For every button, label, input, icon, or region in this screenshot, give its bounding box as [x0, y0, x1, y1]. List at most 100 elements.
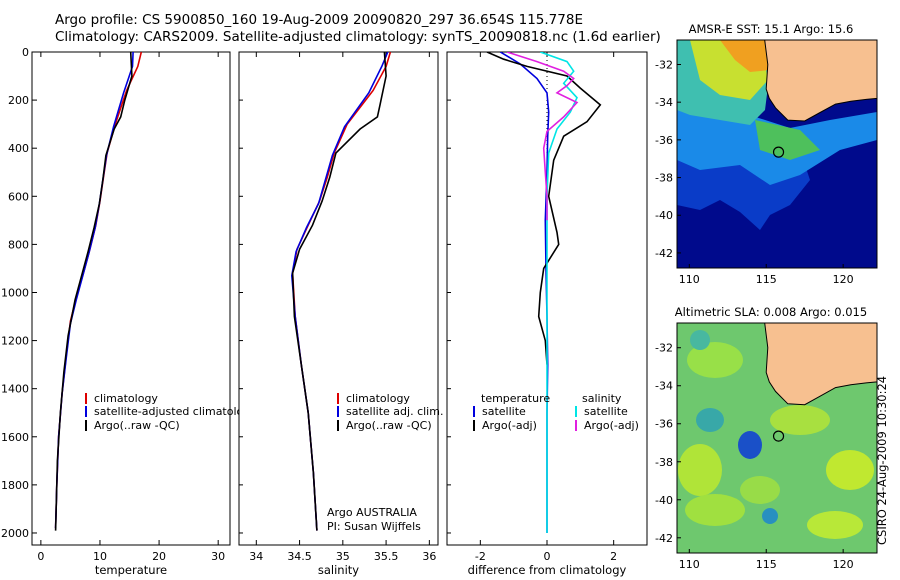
legend-heading-salinity: salinity [582, 392, 622, 405]
hot-water [720, 40, 770, 72]
series-group [290, 52, 392, 531]
series-line-3 [540, 52, 578, 533]
legend-climatology: climatology [346, 392, 410, 405]
x-tick-label: 10 [93, 550, 107, 563]
map-title: Altimetric SLA: 0.008 Argo: 0.015 [675, 305, 867, 319]
series-line-2 [486, 52, 602, 365]
series-group [54, 52, 143, 531]
sla-anomaly-2 [770, 405, 830, 435]
map-y-tick-label: -40 [655, 209, 673, 222]
map-y-tick-label: -38 [655, 456, 673, 469]
map-field [677, 323, 877, 553]
sla-anomaly-6 [685, 494, 745, 526]
y-tick-label: 1400 [1, 383, 29, 396]
sla-anomaly-9 [696, 408, 724, 432]
sst-map-panel: AMSR-E SST: 15.1 Argo: 15.6 110 115 120 -32 -… [655, 22, 878, 286]
sla-anomaly-1 [687, 342, 743, 378]
x-tick-label: 34 [249, 550, 263, 563]
x-tick-label: -2 [475, 550, 486, 563]
x-axis-label: difference from climatology [468, 563, 627, 577]
map-x-tick-label: 110 [679, 273, 700, 286]
legend-heading-temperature: temperature [481, 392, 550, 405]
map-field [677, 40, 877, 268]
legend-sal-argo: Argo(-adj) [584, 419, 639, 432]
map-title: AMSR-E SST: 15.1 Argo: 15.6 [689, 22, 854, 36]
profile-title: Argo profile: CS 5900850_160 19-Aug-2009… [55, 12, 583, 28]
landmass [764, 40, 877, 122]
argo-float-marker [772, 430, 785, 442]
legend-satellite-adjusted: satellite-adjusted climatology [94, 405, 257, 418]
climatology-title: Climatology: CARS2009. Satellite-adjuste… [55, 29, 661, 45]
landmass [764, 323, 877, 406]
legend-climatology: climatology [94, 392, 158, 405]
legend-temp-satellite: satellite [482, 405, 526, 418]
series-line-4 [506, 52, 579, 221]
map-y-tick-label: -34 [655, 96, 673, 109]
x-tick-label: 30 [211, 550, 225, 563]
timestamp-label: CSIRO 24-Aug-2009 10:30:24 [875, 375, 889, 545]
y-tick-label: 0 [22, 46, 29, 59]
sla-anomaly-5 [826, 450, 874, 490]
argo-float-marker [772, 146, 785, 158]
annotation-argo-australia: Argo AUSTRALIA [327, 506, 417, 519]
x-tick-label: 20 [152, 550, 166, 563]
legend-argo: Argo(..raw -QC) [346, 419, 432, 432]
x-axis-label: salinity [318, 563, 359, 577]
series-group [486, 52, 602, 533]
map-y-tick-label: -36 [655, 418, 673, 431]
annotation-pi: PI: Susan Wijffels [327, 520, 421, 533]
legend-temp-argo: Argo(-adj) [482, 419, 537, 432]
y-tick-label: 2000 [1, 527, 29, 540]
legend-satellite-adj: satellite adj. clim. [346, 405, 443, 418]
sla-anomaly-7 [807, 511, 863, 539]
map-x-tick-label: 110 [679, 558, 700, 571]
sla-anomaly-4 [740, 476, 780, 504]
series-line-3 [291, 52, 387, 531]
sla-anomaly-3 [678, 444, 722, 496]
y-tick-label: 600 [8, 190, 29, 203]
y-tick-label: 400 [8, 142, 29, 155]
plot-frame [238, 51, 439, 546]
map-y-tick-label: -36 [655, 134, 673, 147]
map-y-tick-label: -40 [655, 494, 673, 507]
x-tick-label: 35.5 [374, 550, 399, 563]
sla-anomaly-8 [738, 431, 762, 459]
map-y-tick-label: -38 [655, 172, 673, 185]
map-y-tick-label: -42 [655, 247, 673, 260]
legend-sal-satellite: satellite [584, 405, 628, 418]
x-axis-label: temperature [95, 563, 167, 577]
profile-panel-1: 0 10 20 30 temperature 0 200 400 600 800 1000 1200 1… [1, 46, 257, 577]
map-x-tick-label: 120 [833, 558, 854, 571]
legend-argo: Argo(..raw -QC) [94, 419, 180, 432]
map-y-tick-label: -34 [655, 380, 673, 393]
sla-anomaly-11 [690, 330, 710, 350]
x-tick-label: 0 [37, 550, 44, 563]
map-x-tick-label: 115 [756, 273, 777, 286]
x-tick-label: 0 [544, 550, 551, 563]
map-x-tick-label: 115 [756, 558, 777, 571]
map-frame [676, 39, 878, 269]
y-tick-label: 800 [8, 238, 29, 251]
y-tick-label: 200 [8, 94, 29, 107]
x-tick-label: 36 [422, 550, 436, 563]
map-x-tick-label: 120 [833, 273, 854, 286]
map-y-tick-label: -32 [655, 58, 673, 71]
sla-map-panel: Altimetric SLA: 0.008 Argo: 0.015 110 115 1… [655, 305, 878, 571]
plot-frame [31, 51, 231, 546]
x-tick-label: 35 [336, 550, 350, 563]
x-tick-label: 2 [610, 550, 617, 563]
series-line-3 [54, 52, 133, 531]
y-tick-label: 1600 [1, 431, 29, 444]
map-frame [676, 322, 878, 554]
x-tick-label: 34.5 [287, 550, 312, 563]
map-y-tick-label: -32 [655, 342, 673, 355]
y-tick-label: 1800 [1, 479, 29, 492]
y-tick-label: 1000 [1, 286, 29, 299]
sla-anomaly-10 [762, 508, 778, 524]
y-tick-label: 1200 [1, 335, 29, 348]
map-y-tick-label: -42 [655, 532, 673, 545]
profile-panel-2: 34 34.5 35 35.5 36 salinity climatologysatelli… [238, 51, 443, 577]
shelf-water [755, 120, 820, 160]
